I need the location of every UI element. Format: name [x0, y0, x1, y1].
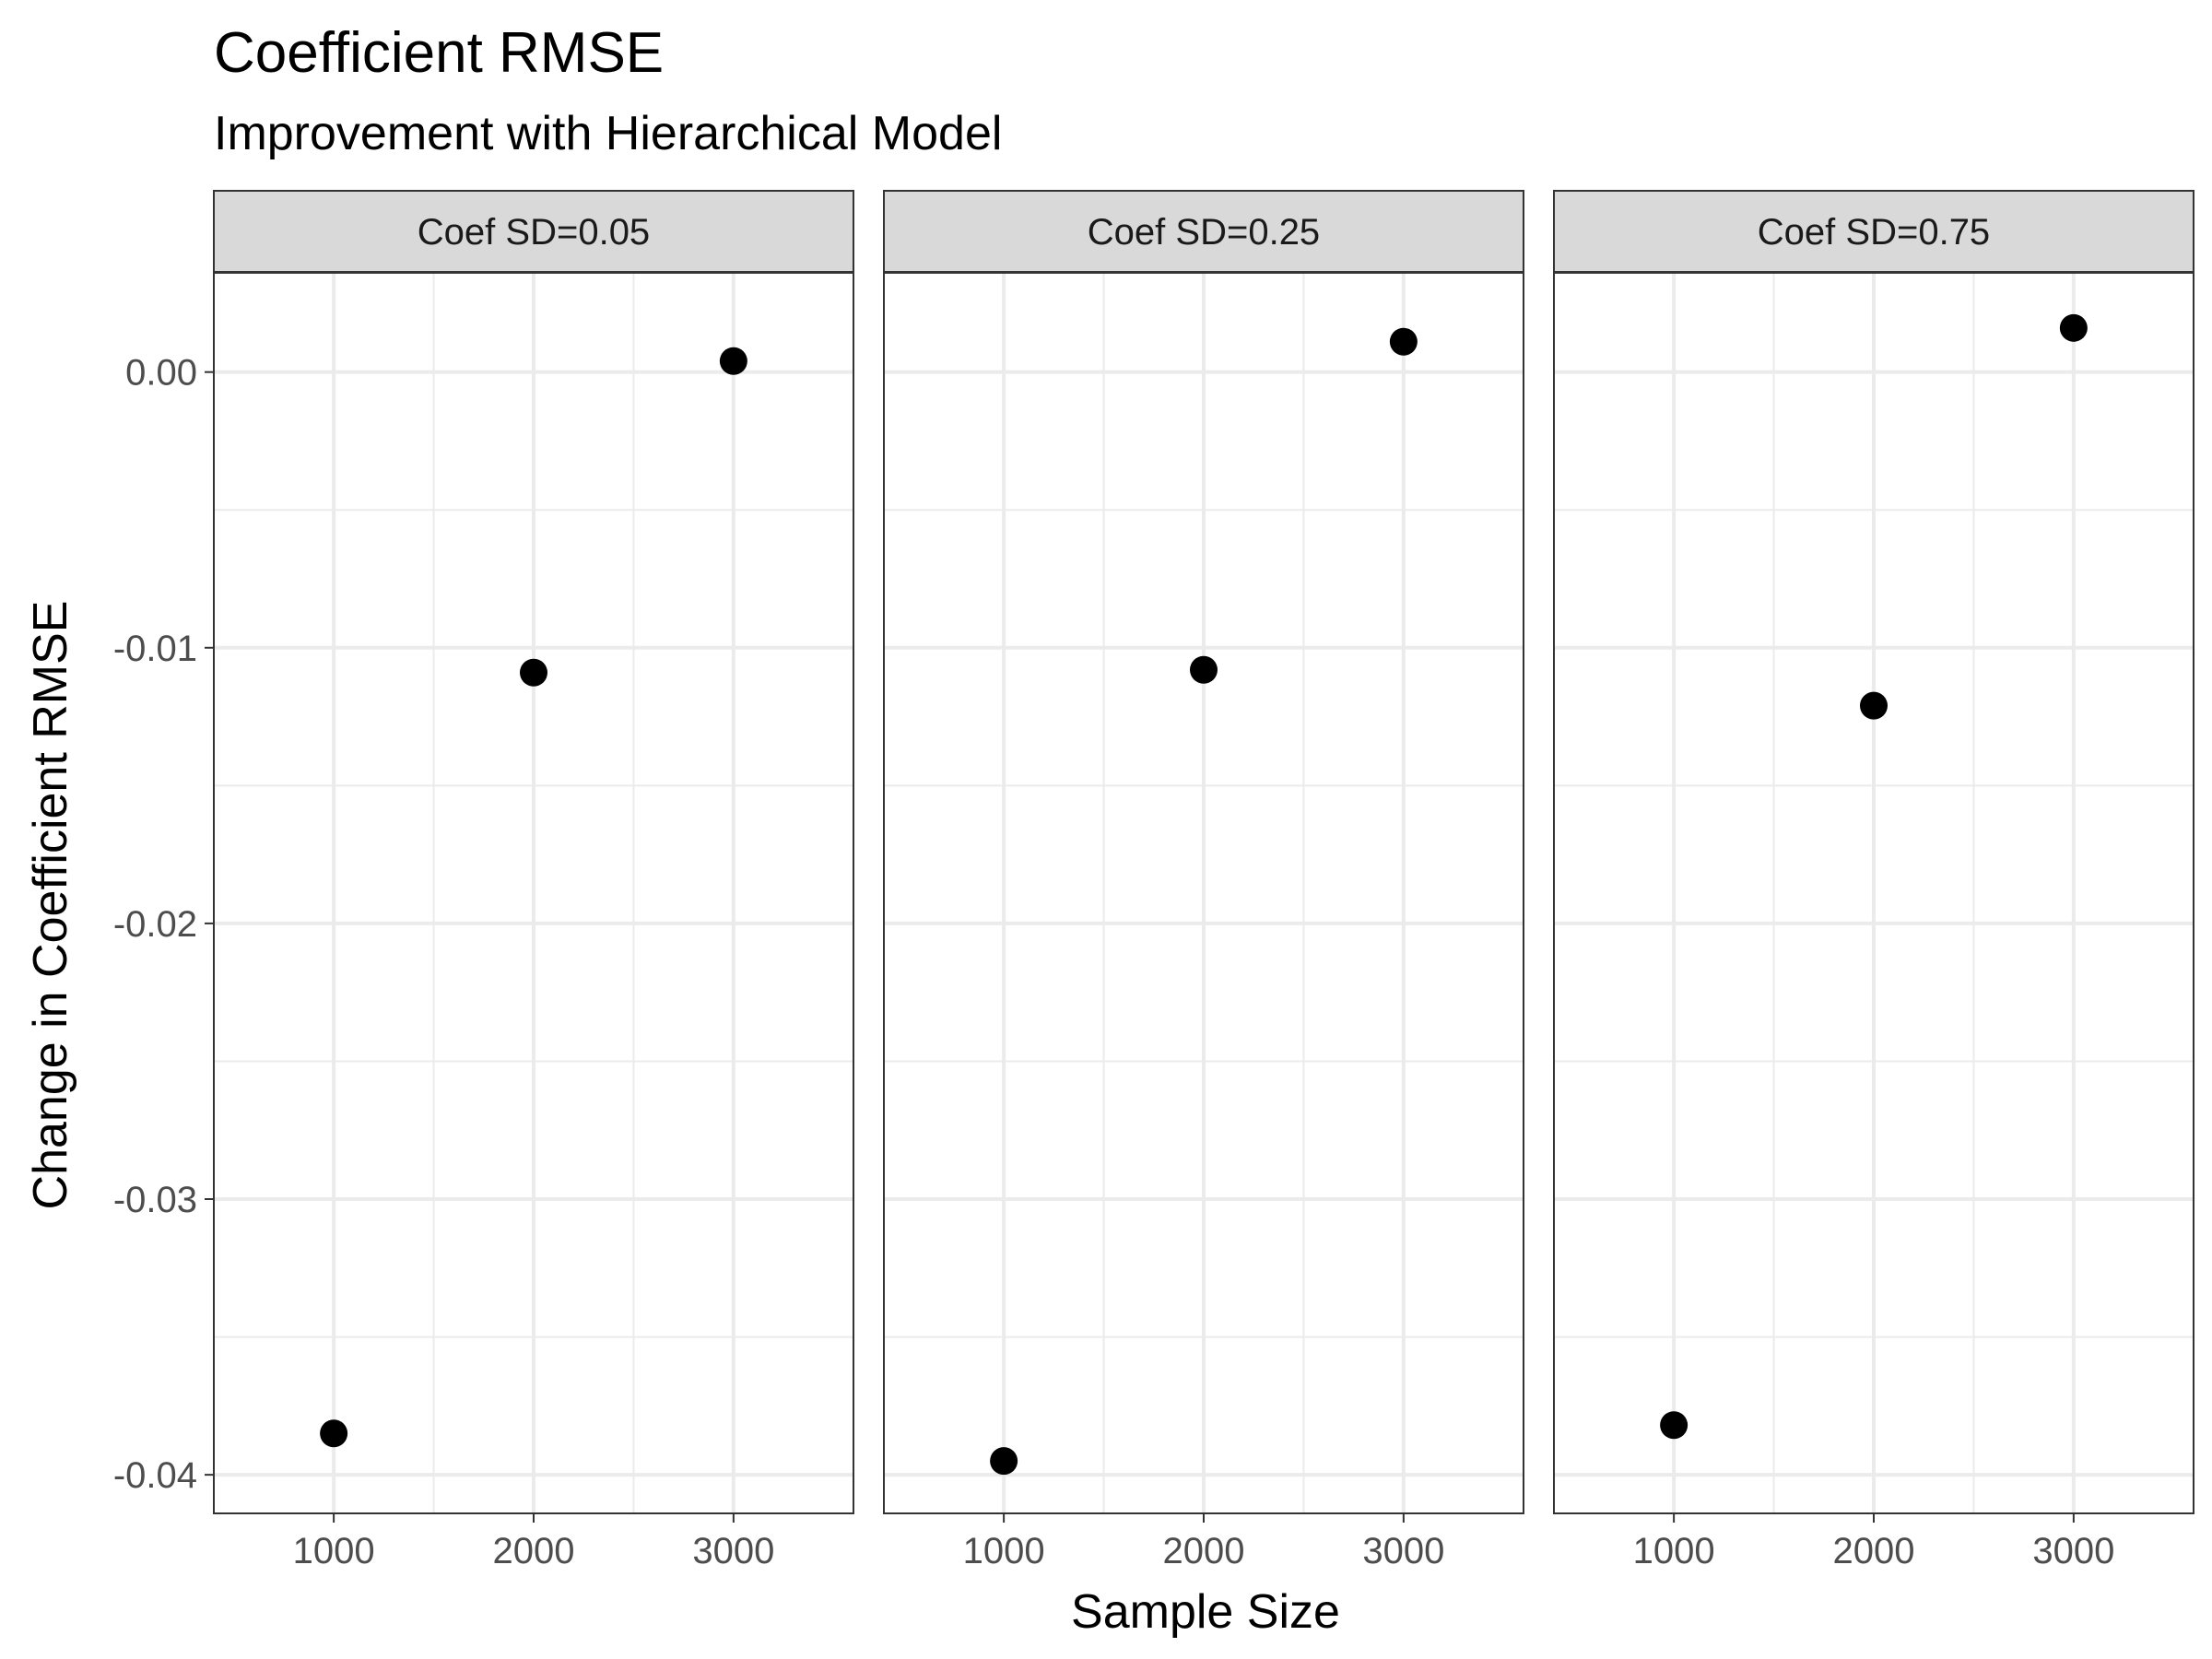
facet-strip-label: Coef SD=0.25 — [1088, 212, 1320, 253]
data-point — [1660, 1411, 1688, 1440]
data-point — [1190, 655, 1218, 684]
y-axis-title: Change in Coefficient RMSE — [24, 601, 77, 1210]
data-point — [2059, 313, 2088, 342]
facet-panel: Coef SD=0.05 1000 2000 3000 — [213, 190, 854, 1571]
x-tick-label: 2000 — [1833, 1531, 1915, 1571]
y-tick-label: -0.03 — [113, 1180, 197, 1220]
data-point — [320, 1419, 348, 1448]
facet-strip — [883, 190, 1524, 273]
y-tick-label: -0.01 — [113, 629, 197, 669]
facet-strip-label: Coef SD=0.05 — [418, 212, 650, 253]
data-point — [1389, 327, 1418, 356]
x-tick-label: 1000 — [1633, 1531, 1715, 1571]
y-tick-label: -0.02 — [113, 904, 197, 945]
data-point — [1860, 691, 1888, 720]
y-tick-label: 0.00 — [125, 353, 197, 394]
x-tick-label: 1000 — [293, 1531, 375, 1571]
x-tick-label: 3000 — [1362, 1531, 1444, 1571]
facet-strip — [213, 190, 854, 273]
facet-panels: Coef SD=0.05 1000 2000 3000 Coef SD=0.25 1000… — [213, 190, 2194, 1571]
data-point — [719, 347, 747, 375]
x-tick-label: 1000 — [963, 1531, 1045, 1571]
x-axis-title: Sample Size — [1071, 1585, 1340, 1639]
y-tick-label: -0.04 — [113, 1455, 197, 1496]
facet-strip-label: Coef SD=0.75 — [1758, 212, 1990, 253]
facet-strip — [1553, 190, 2194, 273]
facet-panel: Coef SD=0.25 1000 2000 3000 — [883, 190, 1524, 1571]
chart-title: Coefficient RMSE — [214, 21, 664, 85]
x-tick-label: 2000 — [1163, 1531, 1245, 1571]
x-tick-label: 3000 — [2032, 1531, 2114, 1571]
x-tick-label: 3000 — [692, 1531, 774, 1571]
x-tick-label: 2000 — [493, 1531, 575, 1571]
chart-subtitle: Improvement with Hierarchical Model — [214, 107, 1002, 160]
data-point — [990, 1447, 1018, 1476]
facet-panel: Coef SD=0.75 1000 2000 3000 — [1553, 190, 2194, 1571]
data-point — [520, 658, 547, 687]
y-axis: 0.00 -0.01 -0.02 -0.03 -0.04 — [113, 353, 214, 1496]
